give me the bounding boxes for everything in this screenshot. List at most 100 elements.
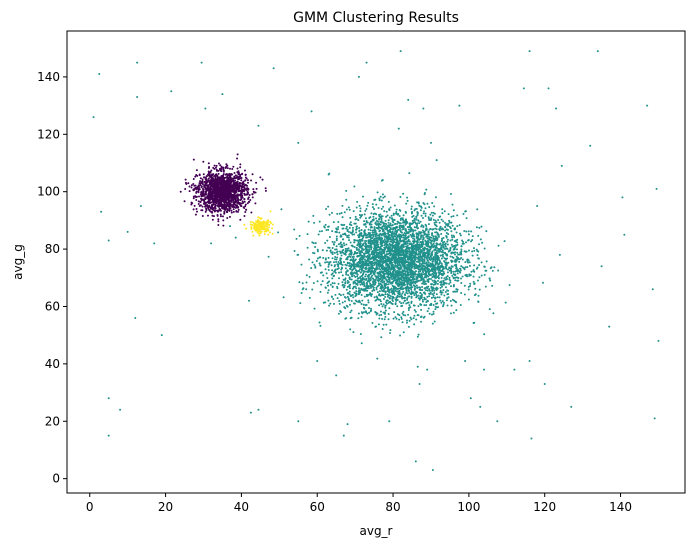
point-cluster-1: [375, 217, 378, 220]
point-cluster-1: [465, 273, 468, 276]
point-cluster-1: [420, 263, 423, 266]
point-cluster-1: [657, 339, 660, 342]
point-cluster-1: [365, 285, 368, 288]
point-cluster-1: [424, 282, 427, 285]
point-cluster-1: [381, 193, 384, 196]
point-cluster-1: [126, 230, 129, 233]
point-cluster-1: [344, 282, 347, 285]
point-cluster-1: [430, 236, 433, 239]
point-cluster-1: [409, 255, 412, 258]
point-cluster-1: [361, 247, 364, 250]
point-cluster-1: [424, 280, 427, 283]
point-cluster-1: [431, 267, 433, 270]
point-cluster-1: [435, 236, 438, 239]
point-cluster-1: [476, 208, 479, 211]
point-cluster-1: [402, 301, 405, 304]
point-cluster-1: [393, 249, 396, 252]
point-cluster-1: [455, 309, 458, 312]
point-cluster-1: [382, 260, 385, 263]
point-cluster-1: [346, 249, 349, 252]
point-cluster-1: [389, 246, 392, 249]
point-cluster-1: [312, 281, 315, 284]
point-cluster-1: [414, 229, 417, 232]
point-cluster-1: [401, 228, 404, 231]
point-cluster-1: [372, 241, 375, 244]
point-cluster-1: [335, 235, 338, 238]
point-cluster-1: [646, 104, 649, 107]
point-cluster-1: [100, 210, 103, 213]
point-cluster-1: [359, 275, 362, 278]
point-cluster-1: [353, 185, 356, 188]
point-cluster-1: [349, 241, 352, 244]
point-cluster-1: [419, 291, 422, 294]
point-cluster-1: [319, 264, 322, 267]
point-cluster-1: [364, 304, 367, 307]
point-cluster-1: [418, 297, 421, 300]
point-cluster-1: [459, 269, 462, 272]
point-cluster-1: [395, 290, 398, 293]
point-cluster-1: [414, 208, 417, 211]
point-cluster-1: [447, 268, 450, 271]
point-cluster-1: [449, 285, 452, 288]
point-cluster-1: [379, 294, 382, 297]
point-cluster-1: [424, 212, 427, 215]
point-cluster-1: [348, 208, 351, 211]
point-cluster-1: [369, 270, 372, 273]
point-cluster-1: [430, 217, 433, 220]
point-cluster-0: [205, 209, 208, 212]
point-cluster-1: [374, 243, 377, 246]
point-cluster-1: [382, 252, 385, 255]
point-cluster-1: [388, 258, 391, 261]
point-cluster-1: [297, 420, 300, 423]
point-cluster-1: [503, 240, 506, 243]
point-cluster-1: [367, 301, 370, 304]
point-cluster-1: [395, 296, 398, 299]
point-cluster-1: [369, 234, 372, 237]
point-cluster-1: [364, 287, 367, 290]
point-cluster-1: [295, 237, 298, 240]
point-cluster-1: [413, 271, 416, 274]
point-cluster-1: [340, 261, 343, 264]
point-cluster-1: [348, 226, 351, 229]
point-cluster-1: [513, 368, 516, 371]
point-cluster-1: [404, 210, 407, 213]
point-cluster-0: [188, 190, 191, 193]
point-cluster-1: [436, 276, 439, 279]
point-cluster-1: [399, 195, 402, 198]
point-cluster-1: [359, 279, 362, 282]
point-cluster-1: [445, 282, 448, 285]
point-cluster-1: [389, 244, 392, 247]
point-cluster-1: [329, 302, 332, 305]
point-cluster-1: [414, 285, 417, 288]
point-cluster-1: [408, 263, 411, 266]
point-cluster-1: [349, 221, 352, 224]
point-cluster-1: [410, 292, 413, 295]
point-cluster-1: [334, 269, 337, 272]
point-cluster-1: [528, 360, 531, 362]
point-cluster-1: [403, 269, 406, 272]
point-cluster-1: [367, 239, 370, 242]
point-cluster-1: [433, 279, 436, 282]
point-cluster-1: [384, 243, 387, 246]
point-cluster-1: [423, 233, 426, 236]
point-cluster-1: [422, 248, 425, 251]
point-cluster-1: [383, 280, 386, 283]
point-cluster-1: [423, 296, 426, 299]
point-cluster-1: [316, 360, 319, 362]
point-cluster-1: [396, 222, 399, 225]
point-cluster-1: [400, 225, 403, 228]
point-cluster-1: [416, 212, 419, 215]
point-cluster-1: [384, 224, 387, 227]
point-cluster-1: [467, 298, 470, 301]
point-cluster-1: [358, 254, 361, 257]
point-cluster-1: [420, 308, 423, 311]
point-cluster-1: [530, 437, 533, 440]
point-cluster-1: [478, 288, 481, 291]
point-cluster-1: [438, 229, 441, 232]
point-cluster-1: [402, 192, 405, 195]
point-cluster-1: [555, 107, 558, 110]
point-cluster-1: [374, 230, 377, 233]
point-cluster-1: [437, 263, 440, 266]
point-cluster-1: [415, 248, 418, 251]
point-cluster-1: [372, 235, 375, 238]
